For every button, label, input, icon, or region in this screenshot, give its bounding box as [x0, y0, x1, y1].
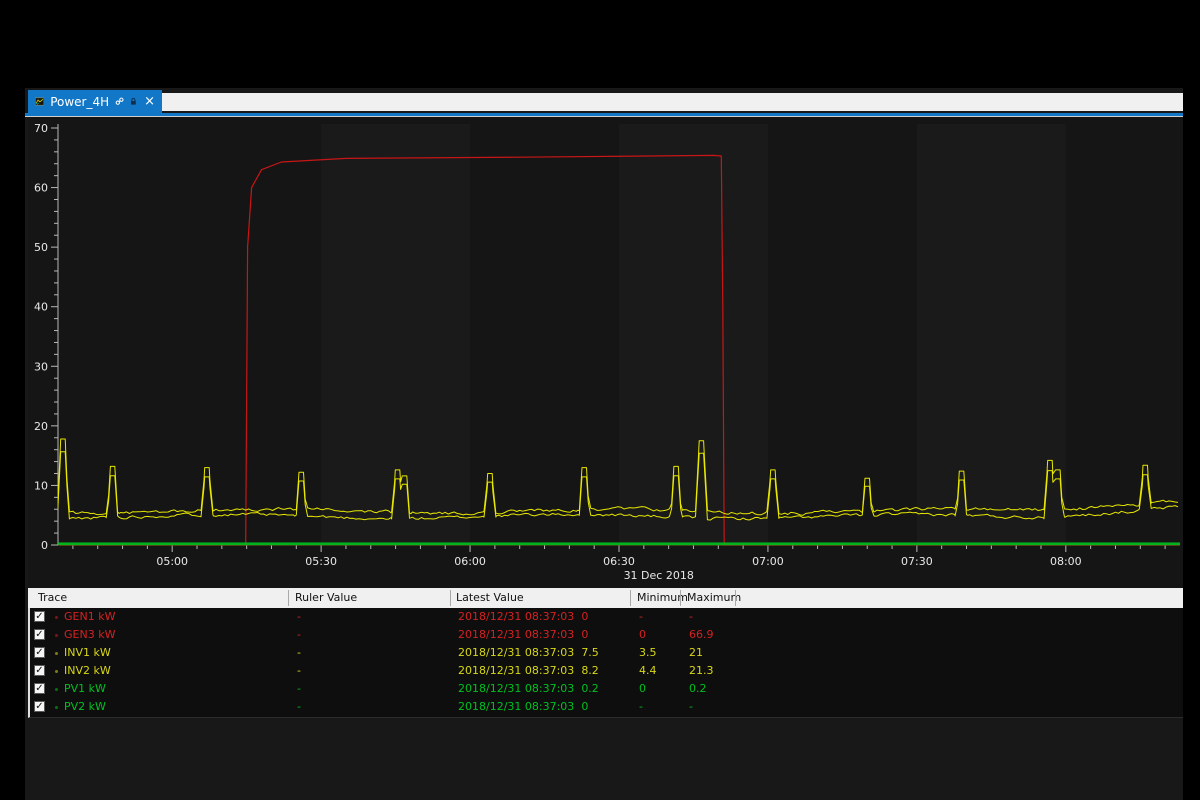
table-row[interactable]: ✓ PV2 kW - 2018/12/31 08:37:030 - -: [30, 698, 1183, 716]
maximum-value: -: [689, 608, 693, 626]
table-row[interactable]: ✓ PV1 kW - 2018/12/31 08:37:030.2 0 0.2: [30, 680, 1183, 698]
maximum-value: 21: [689, 644, 703, 662]
minimum-value: 0: [639, 626, 646, 644]
maximum-value: 0.2: [689, 680, 707, 698]
trend-chart-icon: [35, 95, 44, 108]
latest-value: 2018/12/31 08:37:030: [458, 698, 588, 716]
column-header-maximum[interactable]: Maximum: [687, 588, 741, 608]
y-axis-tick-label: 20: [34, 420, 48, 433]
ruler-value: -: [297, 680, 301, 698]
y-axis-tick-label: 40: [34, 301, 48, 314]
trace-name: INV2 kW: [64, 662, 111, 680]
table-row[interactable]: ✓ GEN1 kW - 2018/12/31 08:37:030 - -: [30, 608, 1183, 626]
minimum-value: 3.5: [639, 644, 657, 662]
column-divider: [288, 590, 289, 606]
padlock-icon[interactable]: [130, 95, 137, 108]
trend-chart-canvas[interactable]: 0 10 20 30 40 50 60 70 05:00 05:30 06:00 06:30 07:00…: [28, 117, 1183, 588]
trace-visibility-checkbox[interactable]: ✓: [34, 629, 45, 640]
x-axis-date-label: 31 Dec 2018: [624, 569, 694, 582]
maximum-value: 21.3: [689, 662, 714, 680]
trace-color-dot: [55, 634, 58, 637]
latest-value: 2018/12/31 08:37:030: [458, 626, 588, 644]
close-icon[interactable]: ×: [144, 95, 155, 108]
legend-table-header: Trace Ruler Value Latest Value Minimum M…: [28, 588, 1183, 608]
y-axis-tick-label: 30: [34, 360, 48, 373]
trace-name: PV1 kW: [64, 680, 106, 698]
trace-visibility-checkbox[interactable]: ✓: [34, 701, 45, 712]
maximum-value: 66.9: [689, 626, 714, 644]
latest-value: 2018/12/31 08:37:038.2: [458, 662, 599, 680]
latest-value-number: 8.2: [581, 664, 599, 677]
latest-value-number: 0.2: [581, 682, 599, 695]
latest-value-number: 7.5: [581, 646, 599, 659]
background-band: [917, 124, 1066, 545]
table-row[interactable]: ✓ INV1 kW - 2018/12/31 08:37:037.5 3.5 21: [30, 644, 1183, 662]
x-axis-tick-label: 07:00: [752, 555, 784, 568]
background-band: [619, 124, 768, 545]
trace-color-dot: [55, 616, 58, 619]
trace-visibility-checkbox[interactable]: ✓: [34, 665, 45, 676]
latest-value: 2018/12/31 08:37:030.2: [458, 680, 599, 698]
ruler-value: -: [297, 662, 301, 680]
minimum-value: -: [639, 608, 643, 626]
x-axis-tick-label: 07:30: [901, 555, 933, 568]
latest-value-number: 0: [581, 700, 588, 713]
trace-color-dot: [55, 688, 58, 691]
y-axis-tick-label: 10: [34, 479, 48, 492]
y-axis-tick-label: 70: [34, 122, 48, 135]
column-divider: [735, 590, 736, 606]
minimum-value: -: [639, 698, 643, 716]
column-divider: [680, 590, 681, 606]
tab-title: Power_4H: [50, 95, 109, 109]
latest-value-number: 0: [581, 610, 588, 623]
y-axis-tick-label: 50: [34, 241, 48, 254]
trace-color-dot: [55, 706, 58, 709]
latest-value-number: 0: [581, 628, 588, 641]
trend-plot[interactable]: 0 10 20 30 40 50 60 70 05:00 05:30 06:00 06:30 07:00…: [28, 117, 1183, 588]
trace-name: GEN3 kW: [64, 626, 115, 644]
latest-value: 2018/12/31 08:37:037.5: [458, 644, 599, 662]
y-axis-tick-label: 0: [41, 539, 48, 552]
column-header-trace[interactable]: Trace: [38, 588, 67, 608]
maximum-value: -: [689, 698, 693, 716]
ruler-value: -: [297, 626, 301, 644]
tab-power-4h[interactable]: Power_4H ×: [28, 90, 162, 113]
tab-strip: [161, 93, 1183, 111]
desktop-background: Power_4H × 0 10 20 30 40 50 60 70 05:00 05:30 06:0…: [0, 0, 1200, 800]
trace-color-dot: [55, 670, 58, 673]
minimum-value: 4.4: [639, 662, 657, 680]
ruler-value: -: [297, 608, 301, 626]
legend-table-rows: ✓GEN1 kW-2018/12/31 08:37:030--✓GEN3 kW-…: [28, 608, 1183, 718]
trace-name: PV2 kW: [64, 698, 106, 716]
column-divider: [450, 590, 451, 606]
x-axis-tick-label: 06:30: [603, 555, 635, 568]
latest-value: 2018/12/31 08:37:030: [458, 608, 588, 626]
trace-name: INV1 kW: [64, 644, 111, 662]
x-axis-tick-label: 08:00: [1050, 555, 1082, 568]
trace-visibility-checkbox[interactable]: ✓: [34, 647, 45, 658]
trace-visibility-checkbox[interactable]: ✓: [34, 611, 45, 622]
minimum-value: 0: [639, 680, 646, 698]
ruler-value: -: [297, 644, 301, 662]
ruler-value: -: [297, 698, 301, 716]
column-header-ruler-value[interactable]: Ruler Value: [295, 588, 357, 608]
trace-color-dot: [55, 652, 58, 655]
table-row[interactable]: ✓GEN3 kW-2018/12/31 08:37:030066.9: [30, 626, 1183, 644]
x-axis-tick-label: 05:00: [156, 555, 188, 568]
x-axis-tick-label: 05:30: [305, 555, 337, 568]
y-axis-tick-label: 60: [34, 182, 48, 195]
trace-name: GEN1 kW: [64, 608, 115, 626]
x-axis-tick-label: 06:00: [454, 555, 486, 568]
column-header-latest-value[interactable]: Latest Value: [456, 588, 524, 608]
table-row[interactable]: ✓ INV2 kW - 2018/12/31 08:37:038.2 4.4 21.3: [30, 662, 1183, 680]
column-divider: [630, 590, 631, 606]
trace-visibility-checkbox[interactable]: ✓: [34, 683, 45, 694]
chain-link-icon[interactable]: [115, 95, 124, 108]
trend-viewer-window: Power_4H × 0 10 20 30 40 50 60 70 05:00 05:30 06:0…: [25, 88, 1183, 800]
